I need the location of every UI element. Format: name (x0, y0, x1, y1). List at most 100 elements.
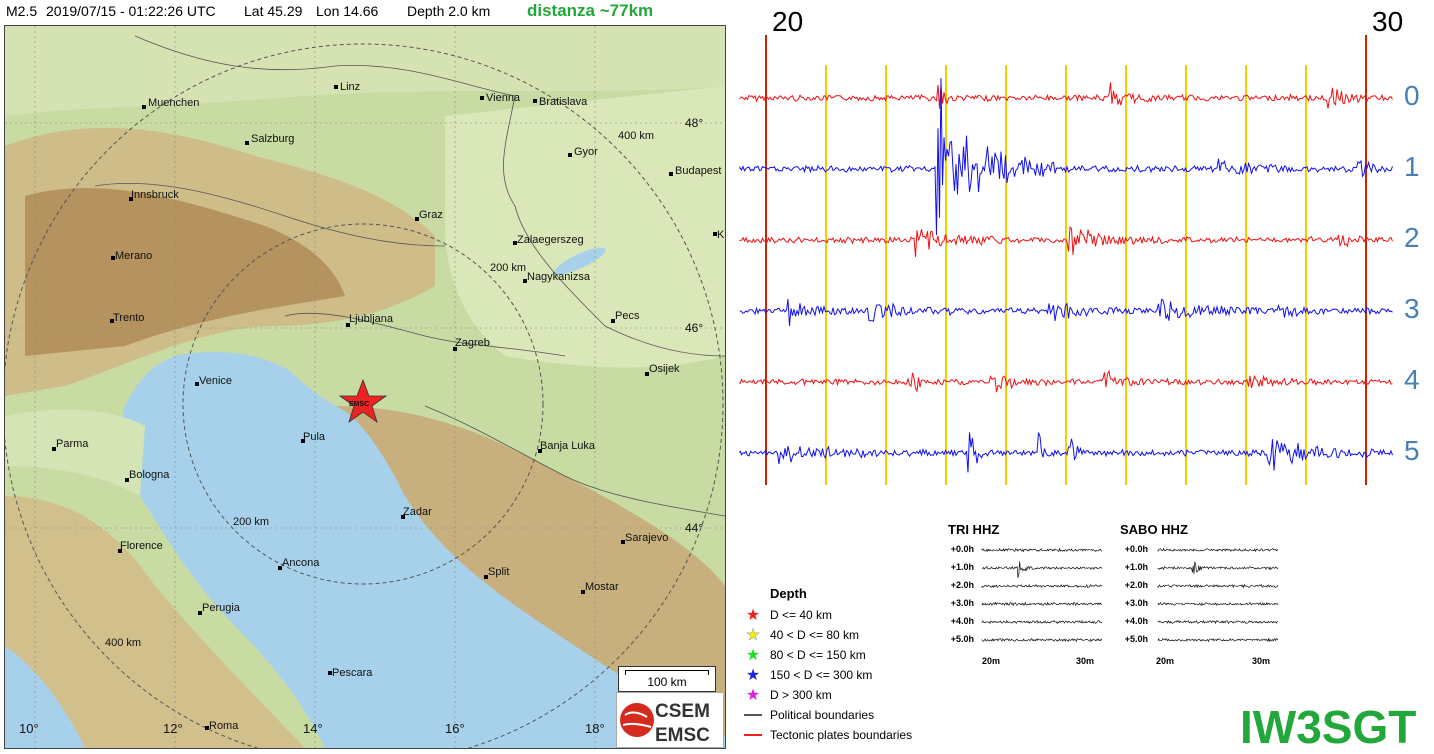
city-muenchen: Muenchen (142, 97, 199, 109)
tri-helicorder[interactable] (980, 540, 1104, 650)
city-label: Sarajevo (625, 532, 668, 544)
lat-label: 46° (685, 321, 703, 335)
apennines (5, 496, 305, 748)
ring-label: 400 km (105, 637, 141, 649)
city-ljubljana: Ljubljana (346, 313, 394, 327)
alps-high (25, 187, 345, 356)
city-parma: Parma (52, 438, 89, 451)
tyrrhenian-sea (5, 646, 85, 748)
station-title-sabo: SABO HHZ (1120, 522, 1188, 537)
city-label: Perugia (202, 602, 241, 614)
helicorder-row (1157, 547, 1279, 553)
epicenter-map[interactable]: Linz Vienna Bratislava Muenchen Salzburg… (4, 25, 726, 749)
city-label: Osijek (649, 363, 680, 375)
city-salzburg: Salzburg (245, 133, 294, 145)
event-header: M2.5 2019/07/15 - 01:22:26 UTC Lat 45.29… (0, 0, 740, 24)
city-label: Ancona (282, 557, 320, 569)
city-label: Pescara (332, 667, 373, 679)
city-label: Florence (120, 540, 163, 552)
city-label: Mostar (585, 581, 619, 593)
scale-label: 100 km (647, 675, 687, 689)
channel-label-4: 4 (1404, 364, 1420, 395)
helicorder-row (981, 583, 1103, 589)
legend-item: ★ 80 < D <= 150 km (740, 646, 866, 664)
ring-label: 400 km (618, 130, 654, 142)
channel-label-1: 1 (1404, 151, 1420, 182)
lat-label: 48° (685, 116, 703, 130)
trace-channel-5 (739, 432, 1393, 473)
logo-bottom-text: EMSC (655, 725, 710, 746)
city-zadar: Zadar (401, 506, 432, 519)
city-label: Zadar (403, 506, 432, 518)
trace-channel-2 (739, 225, 1393, 257)
helicorder-row (1157, 561, 1279, 574)
logo-top-text: CSEM (655, 701, 710, 722)
city-mostar: Mostar (581, 581, 619, 594)
po-valley (5, 409, 145, 496)
event-latitude: Lat 45.29 (244, 3, 303, 19)
legend-item: Political boundaries (740, 706, 874, 724)
city-label: Graz (419, 209, 443, 221)
city-markers: Linz Vienna Bratislava Muenchen Salzburg… (52, 81, 725, 732)
seismic-traces (739, 77, 1393, 473)
city-label: Bologna (129, 469, 170, 481)
event-depth: Depth 2.0 km (407, 3, 491, 19)
sabo-helicorder[interactable] (1156, 540, 1280, 650)
city-pula: Pula (301, 431, 326, 443)
helicorder-row (981, 601, 1103, 607)
city-split: Split (484, 566, 509, 579)
city-label: Linz (340, 81, 360, 93)
lat-label: 44° (685, 521, 703, 535)
star-icon: ★ (745, 607, 761, 624)
graticule (5, 26, 725, 748)
city-label: Muenchen (148, 97, 199, 109)
channel-label-5: 5 (1404, 435, 1420, 466)
city-label: Vienna (486, 92, 521, 104)
lon-label: 14° (303, 721, 323, 736)
tri-hour-labels: +0.0h +1.0h +2.0h +3.0h +4.0h +5.0h (950, 544, 974, 644)
city-label: Ljubljana (349, 313, 394, 325)
tri-x-end: 30m (1076, 656, 1095, 666)
epicenter-star-icon: EMSC (338, 378, 388, 424)
station-title-tri: TRI HHZ (948, 522, 1000, 537)
emsc-logo: CSEM EMSC (616, 692, 724, 748)
seismogram-plot[interactable] (738, 30, 1398, 490)
city-banja-luka: Banja Luka (538, 440, 596, 453)
helicorder-row (981, 619, 1103, 625)
city-vienna: Vienna (480, 92, 521, 104)
city-label: Innsbruck (131, 189, 179, 201)
lake-balaton (554, 247, 606, 275)
city-osijek: Osijek (645, 363, 680, 376)
lon-label: 12° (163, 721, 183, 736)
city-budapest: Budapest (669, 165, 721, 177)
city-label: Merano (115, 250, 152, 262)
legend-item: Tectonic plates boundaries (740, 726, 912, 744)
city-sarajevo: Sarajevo (621, 532, 668, 544)
city-merano: Merano (111, 250, 152, 262)
city-label: K (717, 229, 725, 241)
lon-label: 10° (19, 721, 39, 736)
city-zagreb: Zagreb (453, 337, 490, 351)
depth-legend: Depth ★ D <= 40 km ★ 40 < D <= 80 km ★ 80 <… (740, 586, 940, 752)
city-label: Salzburg (251, 133, 294, 145)
dinaric-alps (335, 406, 725, 748)
star-icon: ★ (745, 627, 761, 645)
epicenter-label: EMSC (349, 401, 369, 408)
channel-label-2: 2 (1404, 222, 1420, 253)
helicorder-row (1157, 619, 1279, 625)
star-icon: ★ (745, 647, 761, 664)
scale-ruler (625, 670, 709, 675)
city-ancona: Ancona (278, 557, 320, 570)
sabo-x-start: 20m (1156, 656, 1175, 666)
city-bratislava: Bratislava (533, 96, 588, 108)
city-perugia: Perugia (198, 602, 241, 615)
legend-item: ★ D <= 40 km (740, 606, 832, 624)
city-label: Zalaegerszeg (517, 234, 584, 246)
pannonian-plain (445, 86, 725, 368)
time-start-label: 20 (772, 6, 804, 37)
city-graz: Graz (415, 209, 443, 221)
city-label: Bratislava (539, 96, 588, 108)
ring-200km (182, 223, 544, 585)
helicorder-row (1157, 601, 1279, 606)
event-longitude: Lon 14.66 (316, 3, 379, 19)
